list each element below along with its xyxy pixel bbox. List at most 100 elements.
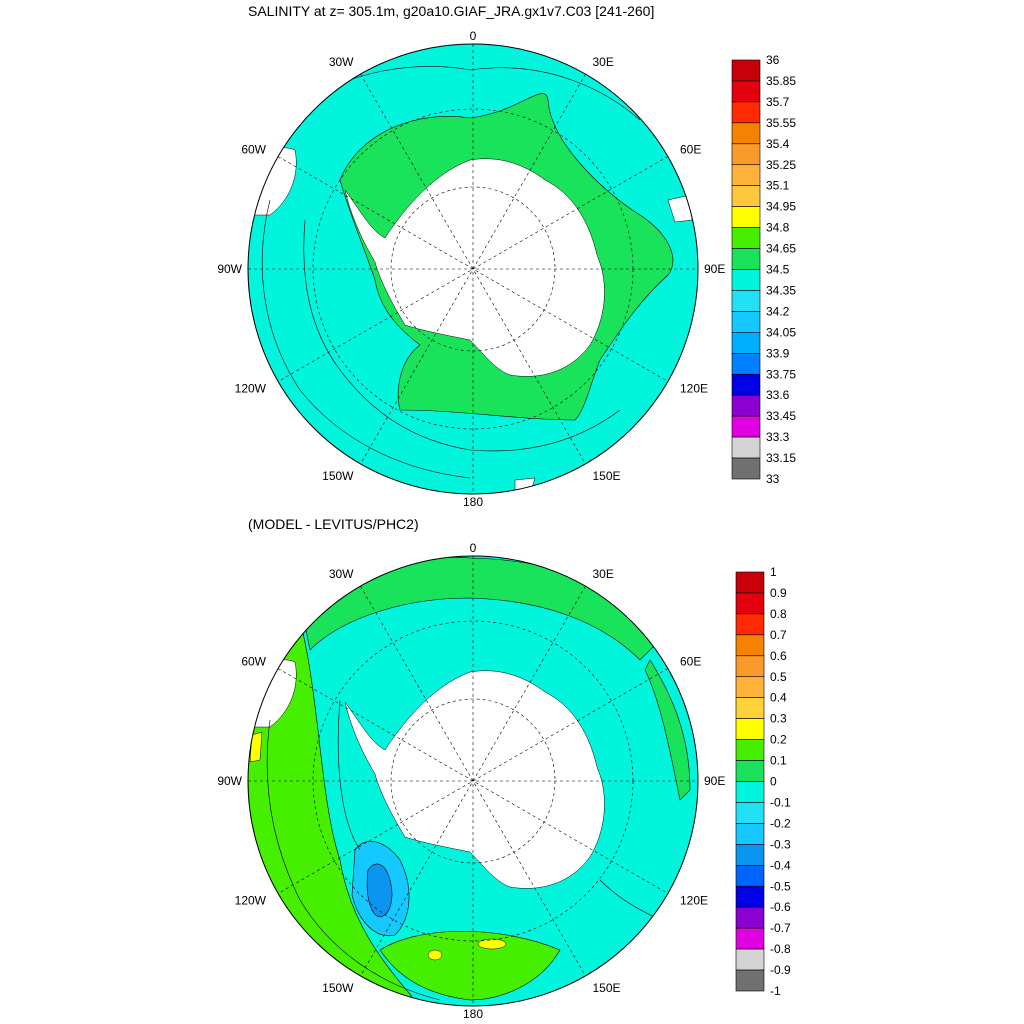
- colorbar-swatch: [731, 206, 761, 228]
- map-salinity: 0 30E 60E 90E 120E 150E 180 150W 120W 90W 60W 30W: [217, 29, 725, 509]
- colorbar-label: 33.75: [766, 367, 796, 381]
- colorbar-label: 34.05: [766, 325, 796, 339]
- longitude-label: 120E: [680, 894, 708, 908]
- map-boundary: [247, 43, 699, 495]
- colorbar-swatch: [735, 844, 765, 866]
- graticule: [248, 556, 698, 1006]
- colorbar-label: 34.95: [766, 200, 796, 214]
- colorbar-swatch: [735, 613, 765, 636]
- colorbar-label: 33.15: [766, 451, 796, 465]
- colorbar-label: 35.85: [766, 74, 796, 88]
- longitude-label: 90E: [704, 774, 725, 788]
- colorbar-label: 34.5: [766, 263, 790, 277]
- colorbar-swatch: [735, 655, 765, 678]
- longitude-labels-salinity: 0 30E 60E 90E 120E 150E 180 150W 120W 90W 60W 30W: [217, 29, 725, 509]
- longitude-label: 30E: [593, 567, 614, 581]
- colorbar-label: 1: [770, 565, 777, 579]
- longitude-label: 60W: [241, 655, 266, 669]
- colorbar-label: 0.1: [770, 754, 787, 768]
- colorbar-swatch: [735, 634, 765, 657]
- longitude-label: 120E: [680, 382, 708, 396]
- colorbar-label: 0.8: [770, 607, 787, 621]
- colorbar-swatch: [735, 739, 765, 761]
- longitude-label: 90E: [704, 262, 725, 276]
- colorbar-swatch: [731, 80, 761, 103]
- longitude-label: 30W: [329, 55, 354, 69]
- longitude-label: 30E: [593, 55, 614, 69]
- longitude-label: 150E: [593, 469, 621, 483]
- antarctica-land: [344, 670, 605, 889]
- longitude-label: 0: [470, 29, 477, 43]
- colorbar-swatch: [731, 143, 761, 166]
- longitude-label: 60W: [241, 143, 266, 157]
- colorbar-swatch: [731, 269, 761, 291]
- colorbar-label: 34.35: [766, 283, 796, 297]
- colorbar-label: 35.25: [766, 158, 796, 172]
- colorbar-swatch: [735, 823, 765, 845]
- colorbar-label: 36: [766, 53, 780, 67]
- longitude-label: 90W: [217, 774, 242, 788]
- longitude-label: 0: [470, 541, 477, 555]
- colorbar-label: 33.6: [766, 388, 790, 402]
- longitude-label: 90W: [217, 262, 242, 276]
- colorbar-label: 35.7: [766, 95, 790, 109]
- colorbar-label: -0.2: [770, 816, 791, 830]
- colorbar-swatch: [731, 352, 761, 375]
- colorbar-label: 0.3: [770, 712, 787, 726]
- colorbar-label: 35.55: [766, 116, 796, 130]
- colorbar-swatch: [731, 290, 761, 312]
- colorbar-swatch: [731, 185, 761, 207]
- colorbar-swatch: [731, 394, 761, 417]
- diff-positive-yellow: [477, 938, 507, 950]
- colorbar-salinity: 36 35.85 35.7 35.55 35.4 35.25 35.1 34.95 34.8 34…: [731, 53, 796, 486]
- colorbar-swatch: [735, 885, 765, 908]
- colorbar-swatch: [735, 948, 765, 971]
- colorbar-label: 33: [766, 472, 780, 486]
- colorbar-label: -0.3: [770, 837, 791, 851]
- colorbar-label: -0.8: [770, 942, 791, 956]
- colorbar-label: 0.6: [770, 649, 787, 663]
- longitude-label: 60E: [680, 143, 701, 157]
- diff-positive-west: [248, 619, 421, 1006]
- colorbar-swatch: [731, 436, 761, 459]
- colorbar-label: 0.2: [770, 733, 787, 747]
- map-difference: 0 30E 60E 90E 120E 150E 180 150W 120W 90W 60W 30W: [217, 541, 725, 1021]
- antarctica-land: [344, 158, 605, 377]
- longitude-label: 150W: [322, 469, 354, 483]
- diff-negative-dark: [366, 863, 393, 918]
- colorbar-swatch: [735, 781, 765, 803]
- longitude-label: 180: [463, 1007, 483, 1021]
- panel-title-salinity: SALINITY at z= 305.1m, g20a10.GIAF_JRA.g…: [248, 3, 655, 19]
- colorbar-label: 0.9: [770, 586, 787, 600]
- longitude-label: 120W: [235, 894, 267, 908]
- colorbar-label: 33.3: [766, 430, 790, 444]
- coast-fragment: [667, 194, 693, 223]
- graticule: [248, 44, 698, 494]
- colorbar-label: 0.7: [770, 628, 787, 642]
- colorbar-swatch: [731, 122, 761, 145]
- colorbar-label: 33.9: [766, 346, 790, 360]
- colorbar-swatch: [731, 164, 761, 187]
- colorbar-label: 35.1: [766, 179, 790, 193]
- longitude-labels-difference: 0 30E 60E 90E 120E 150E 180 150W 120W 90W 60W 30W: [217, 541, 725, 1021]
- colorbar-swatch: [731, 59, 761, 82]
- colorbar-swatch: [735, 592, 765, 615]
- colorbar-label: 0: [770, 775, 777, 789]
- colorbar-swatch: [735, 969, 765, 992]
- colorbar-swatch: [731, 415, 761, 438]
- colorbar-swatch: [735, 676, 765, 699]
- colorbar-label: 34.65: [766, 242, 796, 256]
- colorbar-label: -0.5: [770, 879, 791, 893]
- colorbar-swatch: [735, 927, 765, 950]
- colorbar-swatch: [735, 906, 765, 929]
- colorbar-swatch: [731, 311, 761, 333]
- panel-title-difference: (MODEL - LEVITUS/PHC2): [248, 516, 419, 532]
- colorbar-swatch: [735, 802, 765, 824]
- colorbar-swatch: [735, 571, 765, 594]
- colorbar-label: -0.1: [770, 795, 791, 809]
- colorbar-swatch: [731, 332, 761, 354]
- colorbar-label: 33.45: [766, 409, 796, 423]
- colorbar-label: -0.7: [770, 921, 791, 935]
- colorbar-swatch: [735, 697, 765, 719]
